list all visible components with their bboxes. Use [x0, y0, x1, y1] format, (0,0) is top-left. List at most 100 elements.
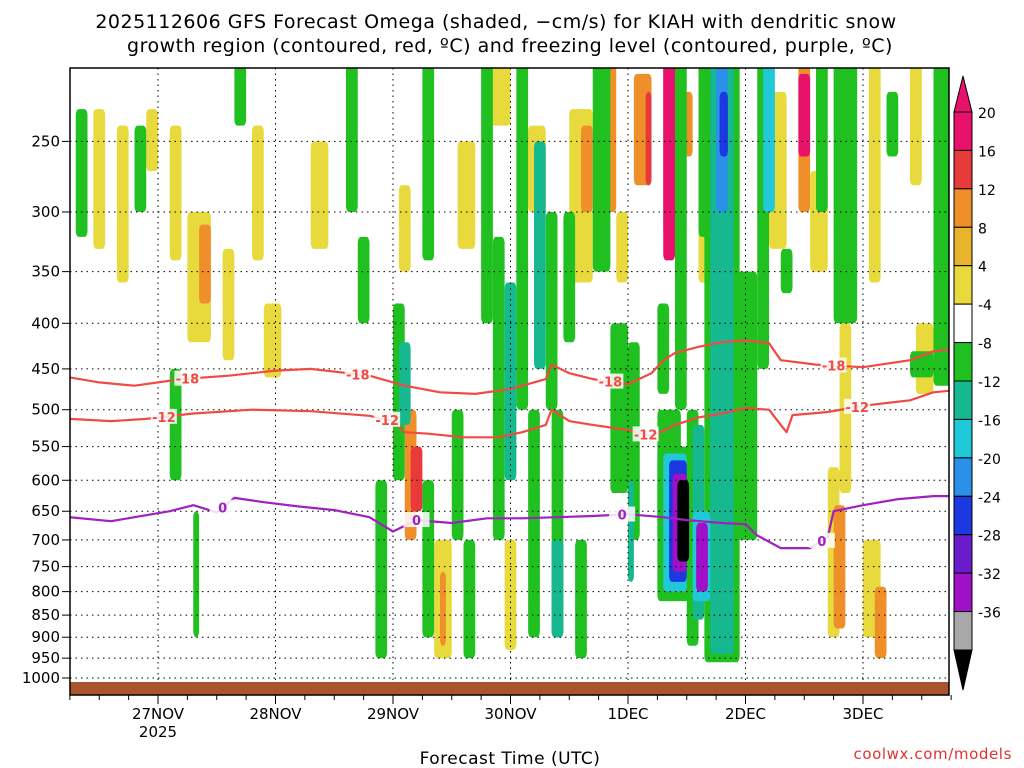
contour-label-bg — [209, 499, 236, 515]
omega-cell — [798, 73, 811, 157]
contour-label-bg — [374, 411, 401, 427]
omega-cell — [481, 68, 493, 324]
grid-lines — [70, 68, 949, 682]
x-tick-label: 2DEC — [725, 705, 766, 723]
omega-cell — [310, 141, 329, 249]
y-tick-label: 950 — [31, 649, 60, 667]
y-tick-label: 900 — [31, 628, 60, 646]
omega-cell — [487, 68, 511, 126]
colorbar-swatch — [953, 303, 973, 344]
omega-cell — [504, 282, 517, 481]
credit-link[interactable]: coolwx.com/models — [854, 745, 1013, 763]
omega-shading — [75, 68, 949, 663]
omega-cell — [357, 236, 370, 324]
colorbar-label: 4 — [978, 260, 987, 276]
plot-frame — [69, 67, 950, 696]
y-tick-label: 750 — [31, 558, 60, 576]
omega-cell — [528, 409, 540, 638]
omega-cell — [457, 141, 476, 249]
omega-cell — [833, 505, 846, 629]
omega-cell — [534, 141, 546, 369]
x-axis-title: Forecast Time (UTC) — [420, 749, 601, 768]
colorbar-swatch — [953, 495, 973, 536]
omega-cell — [677, 480, 690, 562]
y-tick-label: 850 — [31, 606, 60, 624]
contour-label: 0 — [817, 535, 826, 550]
colorbar-label: -36 — [978, 606, 1001, 622]
contour-label: -18 — [176, 373, 200, 388]
omega-cell — [134, 125, 147, 212]
colorbar-swatch — [953, 149, 973, 190]
omega-cell — [657, 303, 670, 394]
omega-cell — [910, 68, 922, 186]
omega-cell — [868, 68, 881, 283]
omega-cell — [780, 248, 793, 294]
omega-cell — [199, 224, 211, 304]
colorbar-bottom-arrow — [953, 649, 973, 691]
contour-label-bg — [844, 398, 871, 414]
omega-cell — [398, 185, 411, 272]
colorbar-swatch — [953, 418, 973, 459]
colorbar-swatch — [953, 380, 973, 420]
colorbar-label: 16 — [978, 144, 996, 160]
omega-cell — [263, 303, 282, 378]
colorbar-label: -32 — [978, 567, 1001, 583]
contour-label-bg — [403, 512, 430, 528]
contour-label: 0 — [412, 514, 421, 529]
omega-cell — [551, 539, 564, 638]
x-tick-label: 27NOV — [132, 705, 185, 723]
omega-cell — [710, 68, 734, 655]
omega-cell — [440, 571, 446, 646]
contour-label: -12 — [845, 401, 869, 416]
colorbar-label: -16 — [978, 413, 1001, 429]
omega-cell — [733, 271, 758, 540]
omega-cell — [234, 68, 247, 126]
omega-cell — [816, 68, 828, 212]
contour-label-bg — [597, 373, 624, 389]
omega-cell — [763, 68, 775, 212]
colorbar-swatch — [953, 226, 973, 267]
contour-label-bg — [150, 408, 177, 424]
omega-cell — [645, 91, 652, 186]
ground-surface — [70, 682, 949, 695]
colorbar-label: 20 — [978, 106, 996, 122]
y-tick-label: 450 — [31, 360, 60, 378]
omega-cell — [833, 68, 858, 324]
omega-cell — [886, 91, 899, 157]
contour-dgz-minus-12 — [70, 389, 949, 439]
omega-cell — [874, 586, 887, 659]
y-tick-label: 250 — [31, 132, 60, 150]
x-tick-label: 30NOV — [484, 705, 537, 723]
x-tick-label: 29NOV — [367, 705, 420, 723]
contour-label-bg — [632, 426, 659, 442]
omega-cell — [146, 109, 158, 172]
x-tick-label: 28NOV — [249, 705, 302, 723]
colorbar-swatch — [953, 611, 973, 651]
omega-cell — [169, 368, 182, 481]
contour-label: -12 — [375, 414, 399, 429]
omega-cell — [375, 480, 388, 659]
contour-label: 0 — [618, 509, 627, 524]
contour-label: -12 — [152, 411, 176, 426]
y-tick-label: 650 — [31, 502, 60, 520]
y-tick-label: 700 — [31, 531, 60, 549]
omega-cell — [346, 68, 358, 212]
colorbar-top-arrow — [953, 75, 973, 113]
omega-cell — [575, 539, 587, 659]
chart-title-line-1: 2025112606 GFS Forecast Omega (shaded, −… — [95, 11, 896, 33]
contour-label-bg — [820, 357, 847, 373]
colorbar-label: -8 — [978, 337, 992, 353]
omega-cell — [193, 511, 200, 638]
colorbar-swatch — [953, 111, 973, 151]
omega-cell — [222, 248, 235, 361]
omega-cell — [451, 409, 464, 540]
omega-cell — [398, 342, 411, 425]
colorbar-swatch — [953, 457, 973, 497]
y-tick-label: 1000 — [22, 669, 60, 687]
contour-label: -18 — [822, 360, 846, 375]
omega-cell — [492, 236, 505, 540]
x-tick-sublabel: 2025 — [139, 723, 177, 741]
omega-cell — [616, 211, 628, 283]
colorbar-swatch — [953, 342, 973, 382]
